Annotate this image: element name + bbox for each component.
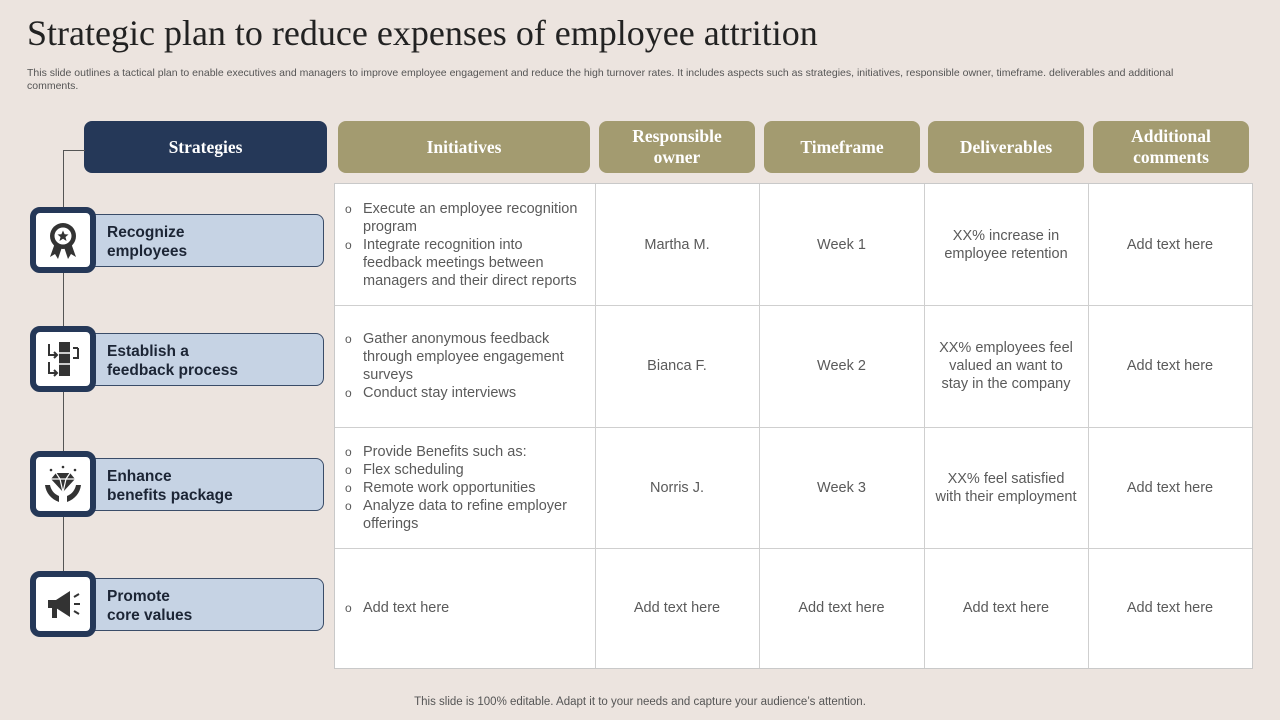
strategy-label-line2: benefits package — [107, 487, 233, 504]
list-item: Execute an employee recognition program — [343, 200, 585, 236]
table-cell-timeframe: Add text here — [798, 600, 885, 616]
strategy-benefits-package: Enhance benefits package — [92, 458, 324, 511]
header-comments: Additional comments — [1093, 121, 1249, 173]
row-divider — [335, 548, 1252, 549]
header-owner: Responsible owner — [599, 121, 755, 173]
strategy-label-line1: Establish a — [107, 343, 189, 360]
column-divider — [924, 184, 925, 668]
strategy-feedback-process: Establish a feedback process — [92, 333, 324, 386]
table-cell-initiatives: Add text here — [335, 548, 595, 668]
strategy-label-line1: Recognize — [107, 224, 185, 241]
table-cell-comments: Add text here — [1126, 358, 1214, 374]
award-badge-icon — [30, 207, 96, 273]
slide-title: Strategic plan to reduce expenses of emp… — [27, 13, 818, 53]
list-item: Conduct stay interviews — [343, 384, 585, 402]
table-cell-timeframe: Week 3 — [817, 479, 866, 496]
table-cell-deliverables: Add text here — [962, 600, 1050, 616]
table-cell-initiatives: Execute an employee recognition program … — [335, 184, 595, 305]
list-item: Remote work opportunities — [343, 479, 585, 497]
table-cell-owner: Norris J. — [650, 479, 704, 496]
table-cell-timeframe: Week 2 — [817, 358, 866, 374]
list-item: Flex scheduling — [343, 461, 585, 479]
strategy-recognize-employees: Recognize employees — [92, 214, 324, 267]
column-divider — [759, 184, 760, 668]
slide-subtitle: This slide outlines a tactical plan to e… — [27, 67, 1174, 92]
strategy-label-line2: feedback process — [107, 362, 238, 379]
header-initiatives: Initiatives — [338, 121, 590, 173]
table-cell-timeframe: Week 1 — [817, 236, 866, 253]
initiative-list: Execute an employee recognition program … — [343, 200, 585, 290]
table-cell-owner: Martha M. — [644, 236, 710, 253]
feedback-process-icon — [30, 326, 96, 392]
list-item: Gather anonymous feedback through employ… — [343, 330, 585, 384]
table-cell-deliverables: XX% increase in employee retention — [944, 227, 1068, 262]
strategy-label-line2: employees — [107, 243, 188, 260]
plan-table: Execute an employee recognition program … — [334, 183, 1253, 669]
header-deliverables: Deliverables — [928, 121, 1084, 173]
table-cell-owner: Add text here — [633, 600, 721, 616]
initiative-list: Provide Benefits such as: Flex schedulin… — [343, 443, 585, 533]
strategy-label-line1: Promote — [107, 588, 170, 605]
strategy-label-line1: Enhance — [107, 468, 172, 485]
table-cell-comments: Add text here — [1126, 236, 1214, 253]
table-cell-owner: Bianca F. — [647, 358, 707, 374]
list-item: Provide Benefits such as: — [343, 443, 585, 461]
diamond-hands-icon — [30, 451, 96, 517]
table-cell-deliverables: XX% feel satisfied with their employment — [935, 470, 1077, 505]
initiative-list: Add text here — [343, 599, 449, 617]
table-cell-deliverables: XX% employees feel valued an want to sta… — [939, 340, 1073, 392]
strategy-core-values: Promote core values — [92, 578, 324, 631]
list-item: Analyze data to refine employer offering… — [343, 497, 585, 533]
megaphone-icon — [30, 571, 96, 637]
row-divider — [335, 427, 1252, 428]
column-divider — [1088, 184, 1089, 668]
strategy-label-line2: core values — [107, 607, 193, 624]
table-cell-initiatives: Provide Benefits such as: Flex schedulin… — [335, 427, 595, 548]
table-cell-comments: Add text here — [1126, 479, 1214, 496]
table-cell-initiatives: Gather anonymous feedback through employ… — [335, 305, 595, 427]
list-item: Add text here — [343, 599, 449, 617]
column-divider — [595, 184, 596, 668]
header-timeframe: Timeframe — [764, 121, 920, 173]
timeline-connector-branch — [63, 150, 85, 151]
initiative-list: Gather anonymous feedback through employ… — [343, 330, 585, 402]
table-cell-comments: Add text here — [1126, 600, 1214, 616]
list-item: Integrate recognition into feedback meet… — [343, 236, 585, 290]
slide-footer: This slide is 100% editable. Adapt it to… — [414, 696, 866, 708]
row-divider — [335, 305, 1252, 306]
header-strategies: Strategies — [84, 121, 327, 173]
